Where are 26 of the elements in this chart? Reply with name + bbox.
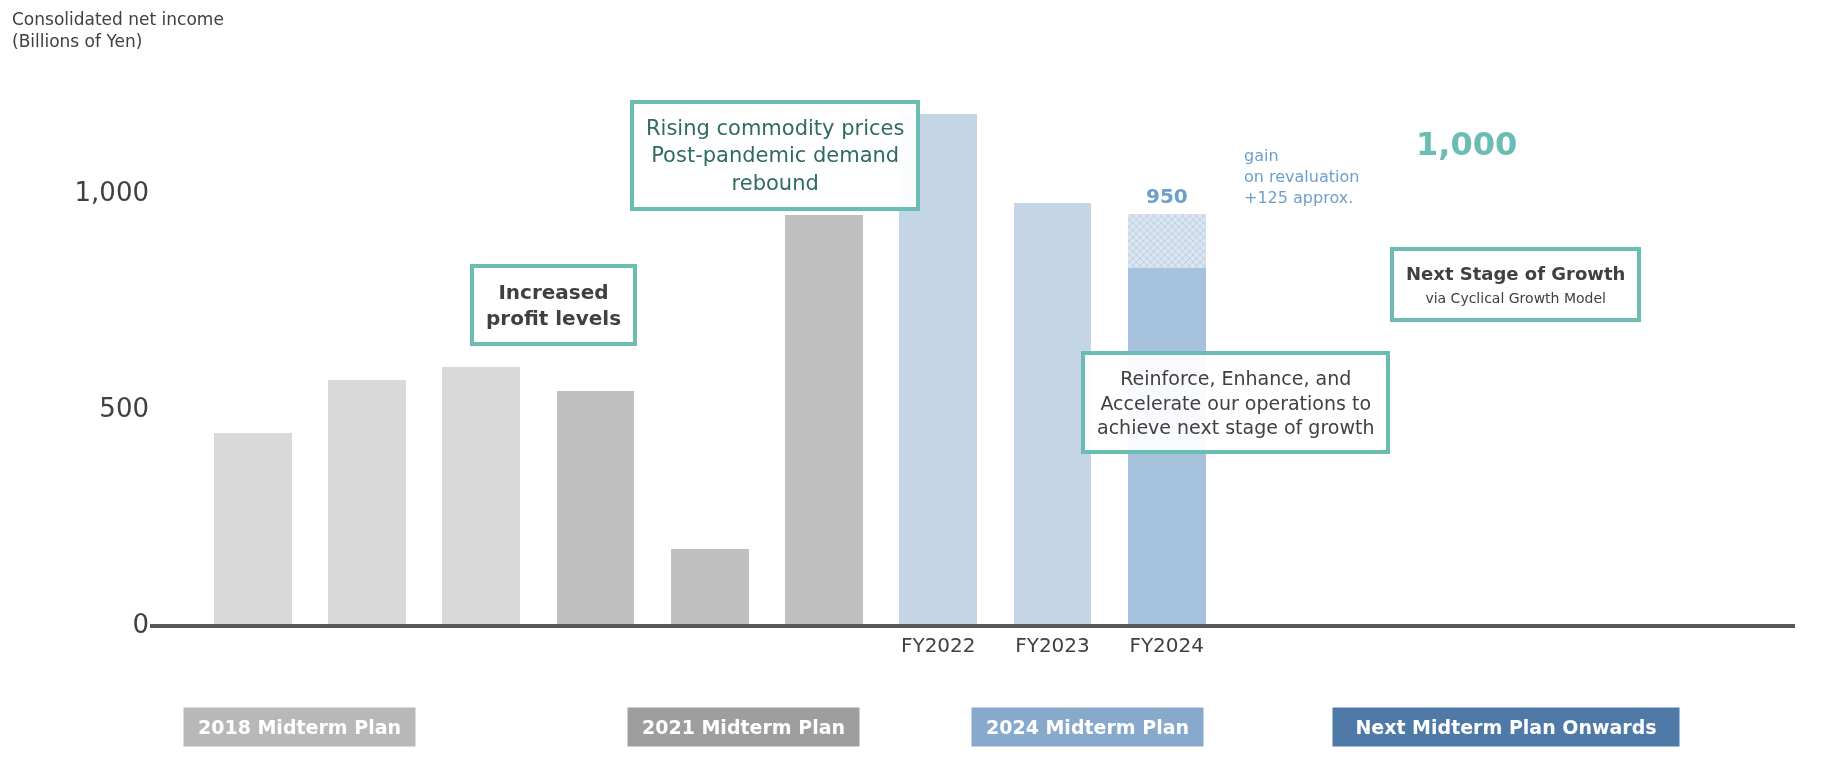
x-tick-label: FY2024 bbox=[1129, 633, 1205, 657]
text: 2021 Midterm Plan bbox=[641, 716, 846, 738]
annotation: 1,000 bbox=[1416, 125, 1518, 163]
annotation: Increased profit levels bbox=[486, 280, 622, 330]
bar bbox=[328, 380, 406, 624]
text: 2018 Midterm Plan bbox=[197, 716, 402, 738]
annotation: Rising commodity prices Post-pandemic demand rebound bbox=[646, 116, 905, 195]
y-tick-label: 1,000 bbox=[74, 177, 149, 208]
x-tick-label: FY2022 bbox=[900, 633, 976, 657]
annotation: Next Stage of Growth via Cyclical Growth Model bbox=[1406, 263, 1626, 307]
bar bbox=[442, 367, 521, 624]
y-tick-label: 500 bbox=[99, 393, 149, 424]
bar bbox=[1127, 213, 1206, 268]
y-tick-label: 0 bbox=[132, 609, 149, 640]
bar bbox=[785, 214, 863, 624]
text: 2024 Midterm Plan bbox=[985, 716, 1190, 738]
annotation: Reinforce, Enhance, and Accelerate our operations to achieve next stage of growth bbox=[1097, 367, 1375, 439]
text: Next Midterm Plan Onwards bbox=[1355, 716, 1657, 738]
total-label: 950 bbox=[1146, 184, 1188, 208]
bar bbox=[556, 390, 635, 624]
bar bbox=[213, 432, 292, 624]
annotation: gain on revaluation +125 approx. bbox=[1244, 146, 1360, 207]
y-axis-title: Consolidated net income (Billions of Yen) bbox=[12, 9, 224, 52]
x-tick-label: FY2023 bbox=[1015, 633, 1090, 657]
bar bbox=[1013, 203, 1092, 624]
bar bbox=[670, 549, 749, 624]
